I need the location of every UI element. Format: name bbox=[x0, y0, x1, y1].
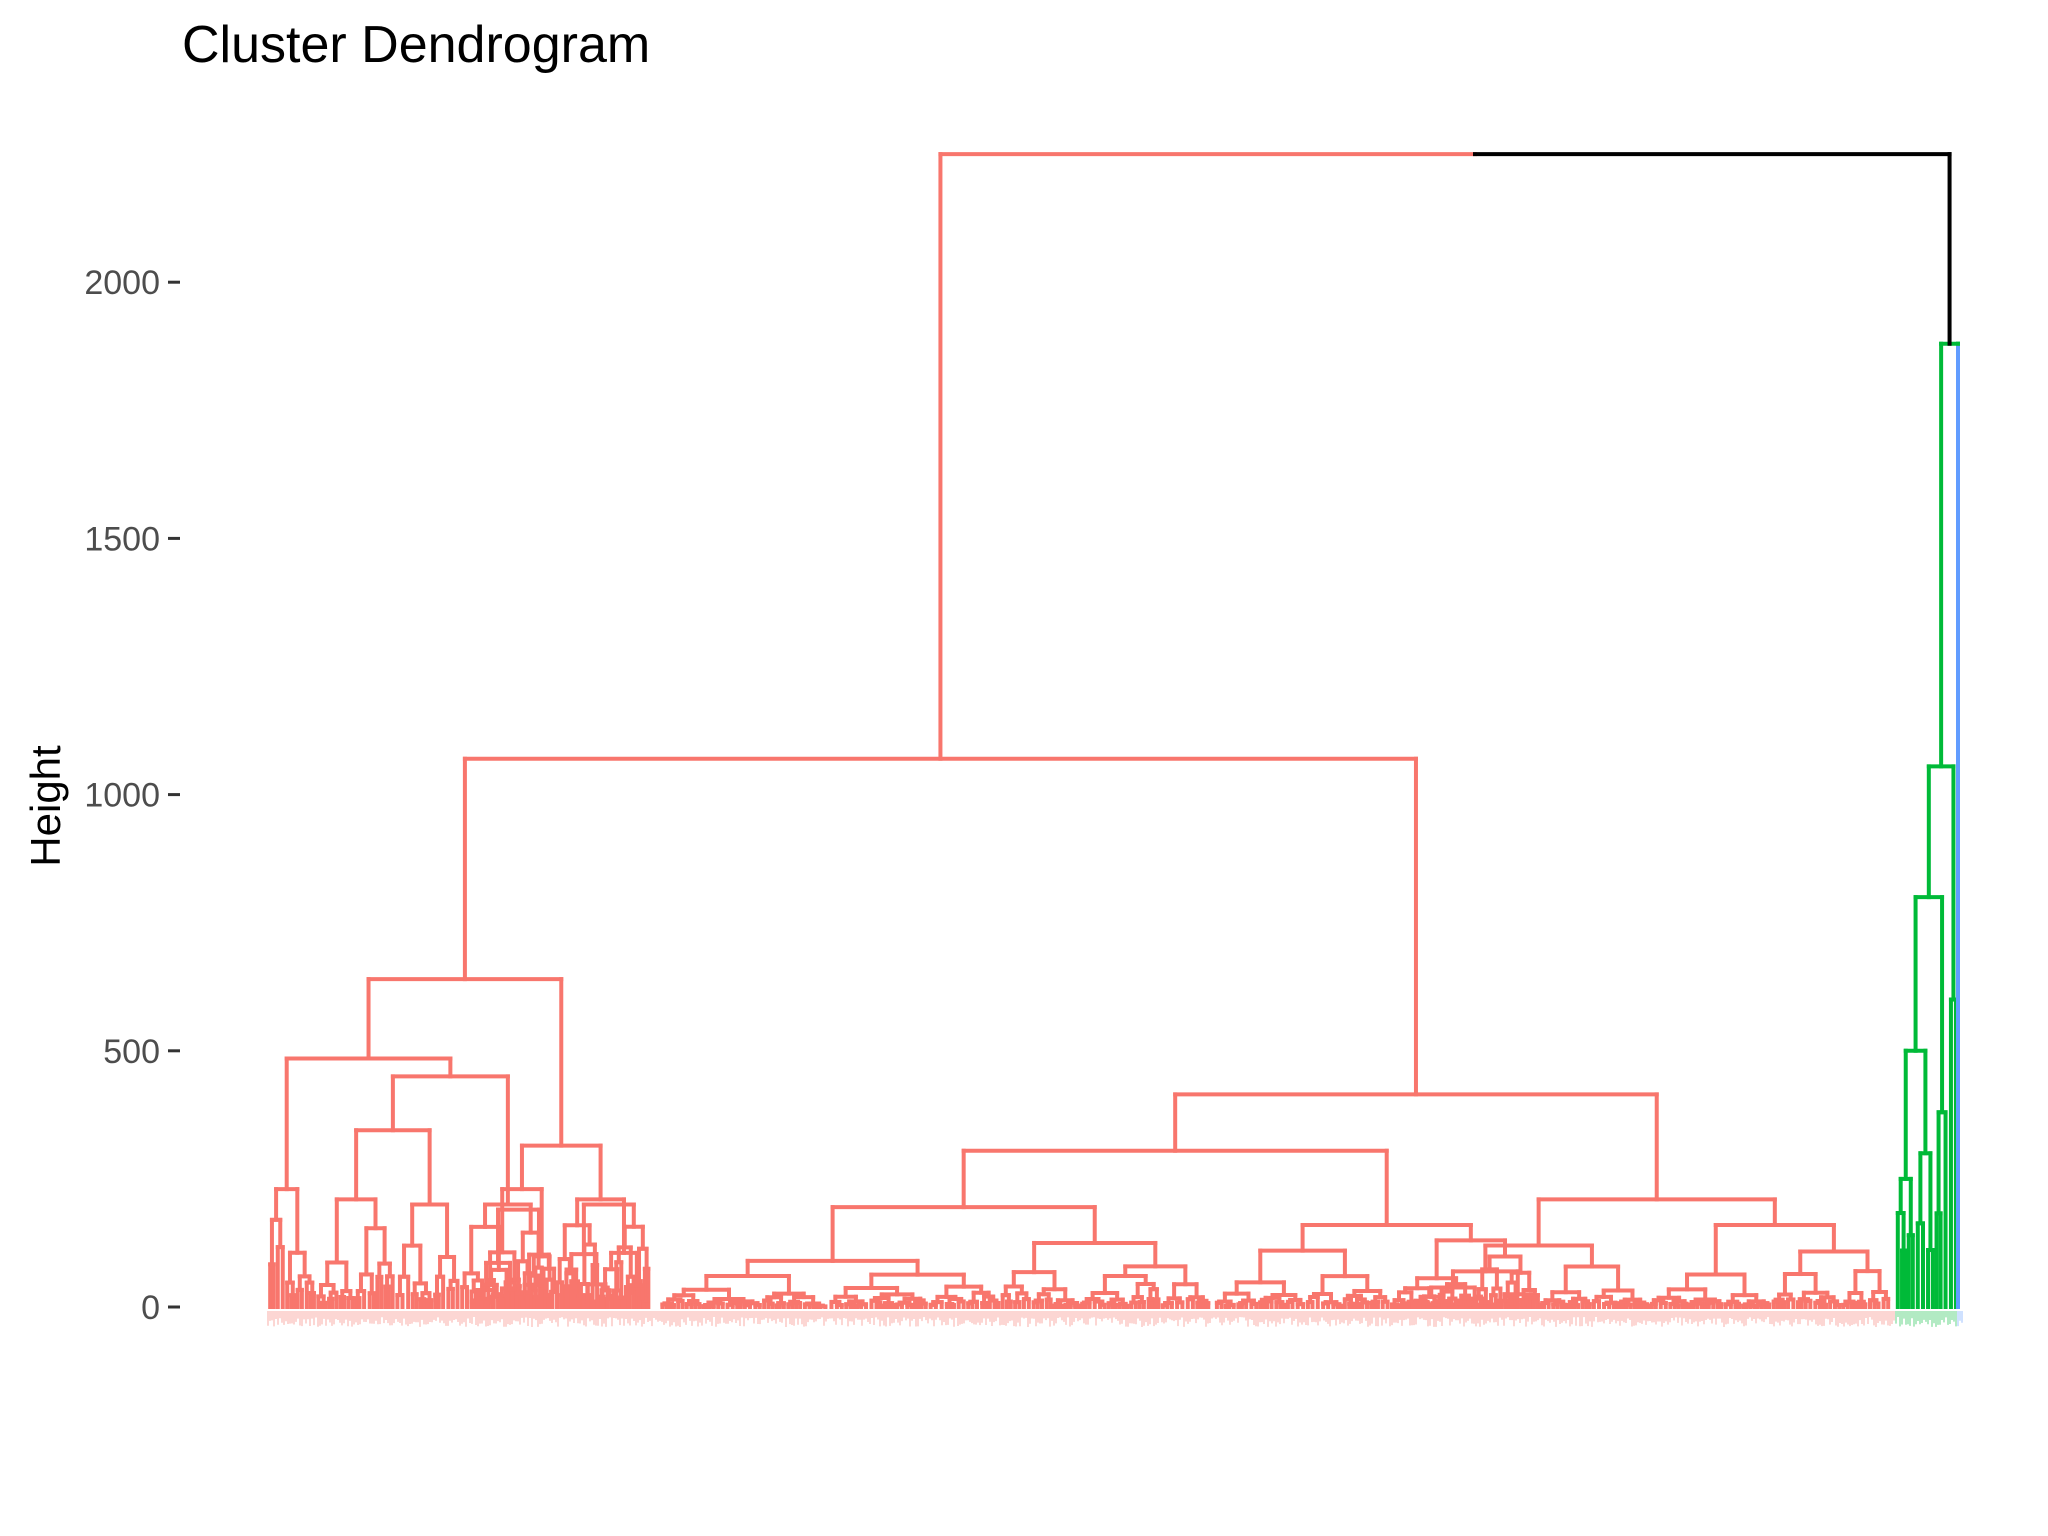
y-axis: 0 500 1000 1500 2000 bbox=[84, 264, 180, 1327]
y-axis-label: Height bbox=[22, 745, 69, 867]
y-tick-label: 500 bbox=[103, 1033, 160, 1071]
y-tick-label: 0 bbox=[141, 1289, 160, 1327]
chart-title: Cluster Dendrogram bbox=[182, 16, 650, 74]
y-tick-label: 2000 bbox=[84, 264, 160, 302]
y-tick-label: 1500 bbox=[84, 520, 160, 558]
dendrogram-tree bbox=[268, 152, 1960, 1309]
y-tick-label: 1000 bbox=[84, 777, 160, 815]
leaf-labels bbox=[267, 1311, 1963, 1327]
